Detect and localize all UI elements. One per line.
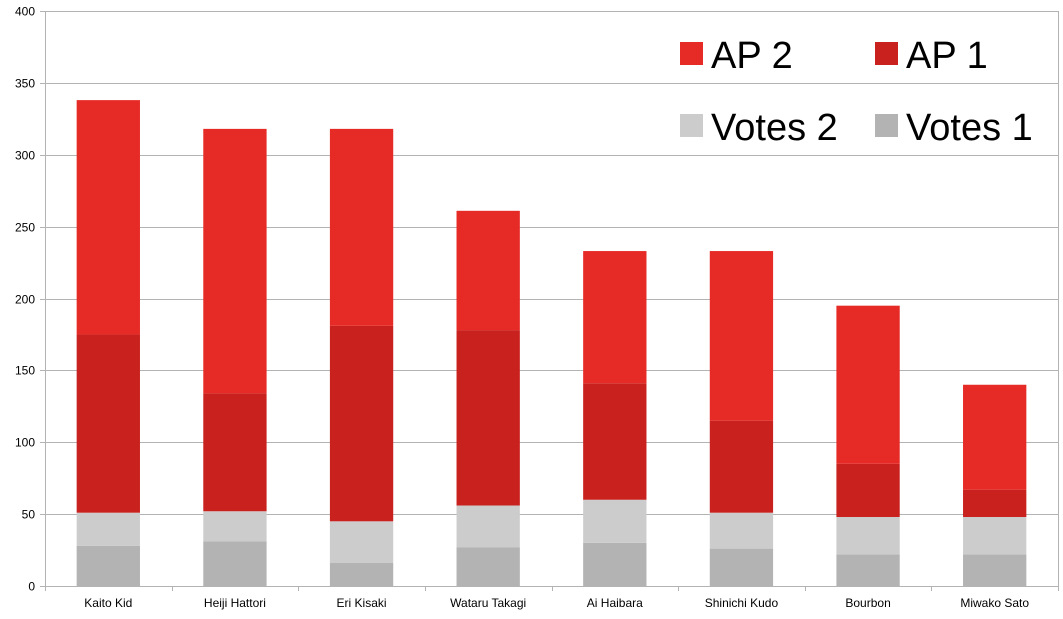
- x-tick-label: Miwako Sato: [960, 596, 1029, 610]
- bar-segment-votes-2: [709, 512, 774, 549]
- bar-segment-votes-2: [583, 499, 647, 543]
- x-tick-label: Wataru Takagi: [450, 596, 526, 610]
- legend-label: AP 2: [711, 35, 793, 77]
- y-tick-labels: 0 50 100 150 200 250 300 350 400: [15, 5, 35, 594]
- bar-segment-votes-2: [203, 511, 267, 542]
- bar-segment-votes-2: [836, 517, 900, 555]
- legend-label: AP 1: [906, 35, 988, 77]
- x-tick-labels: Kaito Kid Heiji Hattori Eri Kisaki Wataru T…: [84, 596, 1029, 610]
- legend-swatch: [680, 114, 703, 137]
- x-tick-label: Kaito Kid: [84, 596, 132, 610]
- y-tick-label: 300: [15, 149, 35, 163]
- x-tick-label: Heiji Hattori: [204, 596, 266, 610]
- bar-segment-ap-2: [203, 128, 267, 394]
- bar-segment-votes-2: [963, 517, 1027, 555]
- y-tick-label: 250: [15, 221, 35, 235]
- bar-segment-ap-2: [456, 210, 520, 331]
- bar-segment-votes-1: [329, 563, 394, 586]
- x-tick-label: Eri Kisaki: [337, 596, 387, 610]
- bar-segment-ap-1: [329, 325, 394, 522]
- bar-segment-ap-1: [963, 489, 1027, 517]
- legend-label: Votes 2: [711, 107, 838, 149]
- bar-segment-votes-2: [76, 512, 140, 546]
- gridlines: [45, 11, 1058, 587]
- x-tick-label: Shinichi Kudo: [705, 596, 779, 610]
- legend: AP 2 AP 1 Votes 2 Votes 1: [680, 35, 1033, 149]
- bar-segment-ap-1: [836, 463, 900, 517]
- legend-label: Votes 1: [906, 107, 1033, 149]
- bar-segment-ap-2: [76, 100, 140, 335]
- bar-segment-ap-1: [76, 334, 140, 513]
- bar-segment-votes-1: [709, 548, 774, 586]
- bar-segment-votes-2: [456, 505, 520, 548]
- bar-segment-votes-1: [456, 547, 520, 586]
- bar-segment-votes-1: [963, 554, 1027, 586]
- bar-segment-votes-1: [203, 541, 267, 586]
- x-tick-label: Bourbon: [845, 596, 890, 610]
- bar-segment-votes-2: [329, 521, 394, 563]
- bar-segment-ap-2: [836, 305, 900, 464]
- y-tick-label: 50: [22, 508, 36, 522]
- bar-segment-ap-1: [583, 383, 647, 500]
- y-tick-label: 350: [15, 77, 35, 91]
- y-tick-label: 150: [15, 364, 35, 378]
- y-tick-label: 200: [15, 293, 35, 307]
- legend-swatch: [875, 42, 898, 65]
- bar-segment-ap-2: [329, 128, 394, 326]
- y-tick-label: 100: [15, 436, 35, 450]
- bar-segment-votes-1: [76, 545, 140, 586]
- legend-swatch: [680, 42, 703, 65]
- bar-segment-ap-2: [963, 384, 1027, 490]
- bar-segment-ap-1: [456, 330, 520, 506]
- bar-segment-votes-1: [836, 554, 900, 586]
- bar-segment-votes-1: [583, 542, 647, 586]
- bar-segment-ap-2: [583, 251, 647, 384]
- bar-segment-ap-2: [709, 251, 774, 421]
- bars: [76, 100, 1027, 586]
- bar-segment-ap-1: [709, 420, 774, 513]
- legend-swatch: [875, 114, 898, 137]
- axes: [40, 11, 1059, 591]
- bar-segment-ap-1: [203, 393, 267, 512]
- x-tick-label: Ai Haibara: [587, 596, 643, 610]
- y-tick-label: 0: [28, 580, 35, 594]
- y-tick-label: 400: [15, 5, 35, 19]
